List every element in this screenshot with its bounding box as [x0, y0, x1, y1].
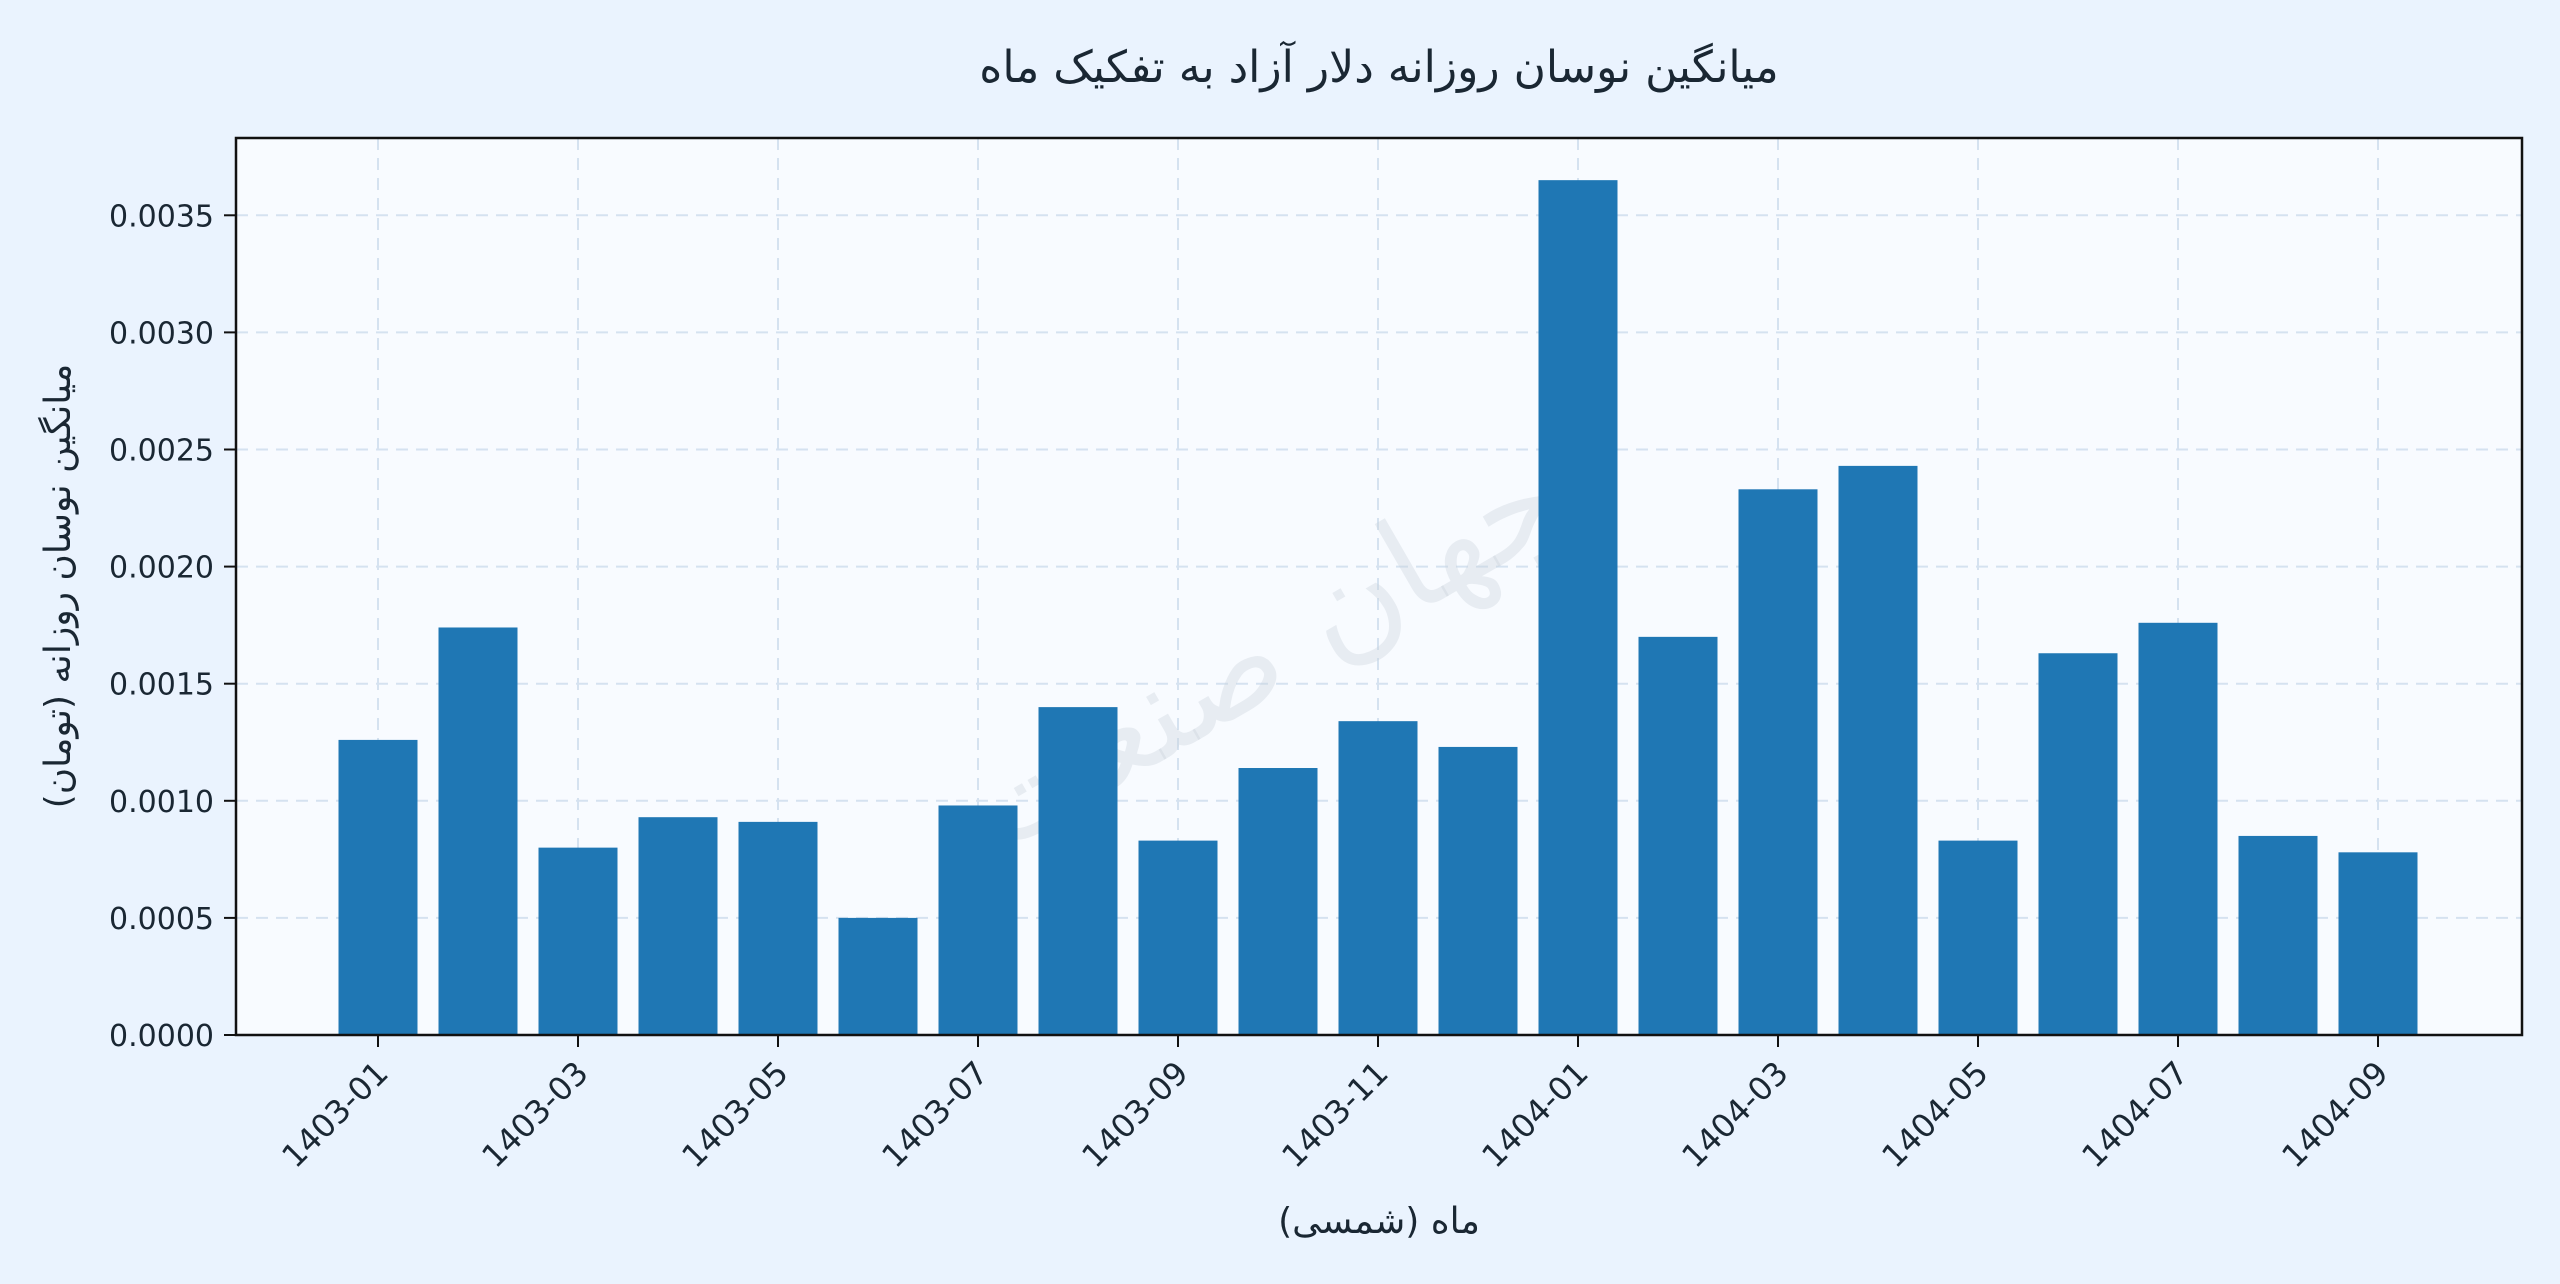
- x-tick-label: 1404-01: [1474, 1054, 1595, 1175]
- x-tick-label: 1404-03: [1674, 1054, 1795, 1175]
- y-axis-label: میانگین نوسان روزانه (تومان): [37, 364, 79, 809]
- y-axis: 0.0000 0.0005 0.0010 0.0015 0.0020 0.0025 0.00…: [109, 199, 236, 1054]
- x-axis-label: ماه (شمسی): [1278, 1201, 1480, 1242]
- y-tick-label: 0.0005: [109, 902, 214, 937]
- x-tick-label: 1404-07: [2074, 1054, 2195, 1175]
- bar-1403-06: [838, 917, 918, 1035]
- y-tick-label: 0.0015: [109, 668, 214, 703]
- y-tick-label: 0.0010: [109, 785, 214, 820]
- bar-1403-11: [1338, 721, 1418, 1035]
- bar-1404-02: [1638, 636, 1718, 1035]
- x-tick-label: 1404-05: [1874, 1054, 1995, 1175]
- bar-1403-04: [638, 817, 718, 1035]
- bar-1403-03: [538, 847, 618, 1035]
- y-tick-label: 0.0020: [109, 551, 214, 586]
- x-tick-label: 1403-03: [474, 1054, 595, 1175]
- bar-1404-09: [2338, 852, 2418, 1035]
- bar-1404-04: [1838, 465, 1918, 1035]
- bar-1404-01: [1538, 180, 1618, 1035]
- y-tick-label: 0.0000: [109, 1019, 214, 1054]
- x-tick-label: 1403-09: [1074, 1054, 1195, 1175]
- bar-1403-02: [438, 627, 518, 1035]
- x-tick-label: 1403-05: [674, 1054, 795, 1175]
- x-tick-label: 1403-01: [274, 1054, 395, 1175]
- bar-1404-06: [2038, 653, 2118, 1035]
- bar-1403-09: [1138, 840, 1218, 1035]
- bar-1403-01: [338, 739, 418, 1035]
- bar-1403-10: [1238, 768, 1318, 1035]
- chart-title: میانگین نوسان روزانه دلار آزاد به تفکیک …: [979, 40, 1778, 93]
- bar-1403-12: [1438, 746, 1518, 1035]
- bar-1403-05: [738, 821, 818, 1035]
- bar-1403-07: [938, 805, 1018, 1035]
- x-axis: 1403-01 1403-03 1403-05 1403-07 1403-09 1403-…: [274, 1035, 2396, 1175]
- x-tick-label: 1403-07: [874, 1054, 995, 1175]
- y-tick-label: 0.0035: [109, 199, 214, 234]
- bar-1404-03: [1738, 489, 1818, 1035]
- x-tick-label: 1404-09: [2274, 1054, 2395, 1175]
- x-tick-label: 1403-11: [1274, 1054, 1395, 1175]
- bar-1404-05: [1938, 840, 2018, 1035]
- bars: [338, 180, 2418, 1035]
- y-tick-label: 0.0025: [109, 433, 214, 468]
- bar-1403-08: [1038, 707, 1118, 1035]
- bar-1404-08: [2238, 835, 2318, 1035]
- bar-1404-07: [2138, 622, 2218, 1035]
- y-tick-label: 0.0030: [109, 316, 214, 351]
